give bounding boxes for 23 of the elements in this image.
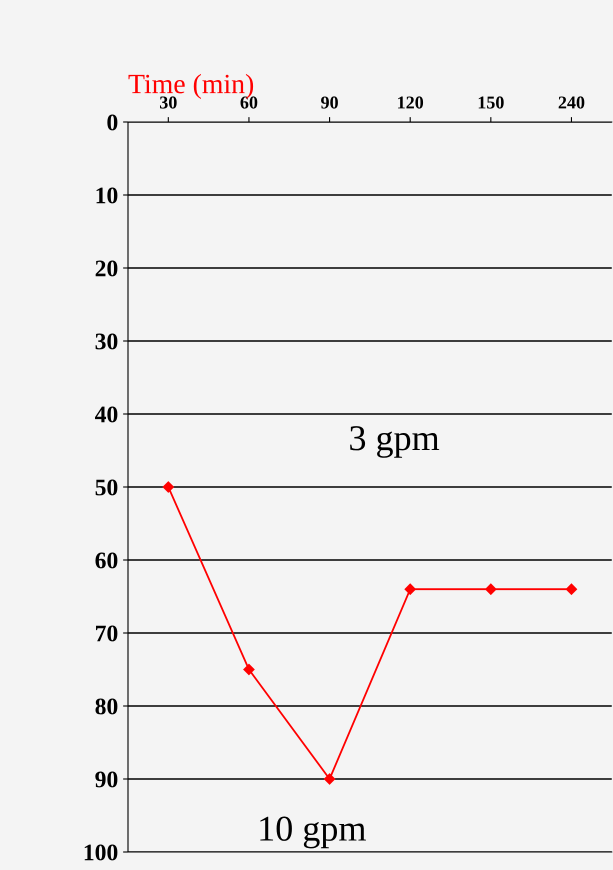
y-tick-label: 60: [95, 552, 118, 568]
y-tick-label: 90: [95, 771, 118, 788]
annotation: 10 gpm: [260, 816, 366, 848]
point: [162, 481, 174, 493]
point: [485, 584, 496, 595]
y-tick-label: 50: [96, 479, 118, 496]
y-tick-label: 30: [96, 333, 118, 350]
y-tick-label: 70: [96, 625, 118, 642]
x-tick-label: 90: [321, 96, 338, 109]
x-tick-label: 240: [558, 96, 584, 109]
y-tick-label: 10: [96, 187, 118, 204]
point: [404, 584, 416, 595]
point: [243, 664, 255, 676]
x-tick-label: 120: [398, 96, 424, 109]
point: [324, 773, 336, 785]
y-tick-label: 100: [84, 844, 118, 860]
y-tick-label: 20: [96, 260, 118, 276]
y-tick-label: 40: [94, 406, 118, 422]
x-tick-label: 150: [478, 96, 504, 109]
annotation: 3 gpm: [350, 426, 440, 458]
y-tick-label: 80: [95, 698, 118, 714]
y-tick-label: 0: [107, 114, 118, 130]
point: [566, 584, 578, 595]
